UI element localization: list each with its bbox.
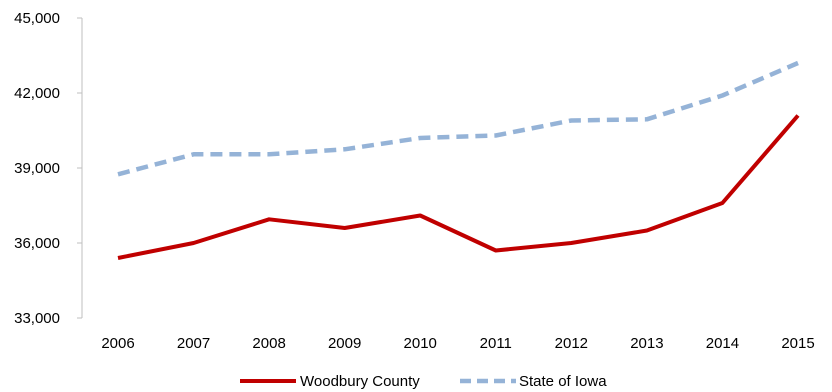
y-tick-label: 36,000 (14, 235, 60, 252)
y-tick-label: 42,000 (14, 85, 60, 102)
y-tick-label: 39,000 (14, 160, 60, 177)
x-tick-label: 2010 (404, 335, 437, 352)
y-tick-label: 45,000 (14, 10, 60, 27)
x-tick-label: 2013 (630, 335, 663, 352)
legend-item-woodbury: Woodbury County (240, 373, 420, 390)
series-lines (117, 60, 800, 260)
x-tick-label: 2015 (781, 335, 814, 352)
legend: Woodbury County State of Iowa (240, 373, 607, 390)
y-tick-labels: 33,000 36,000 39,000 42,000 45,000 (14, 10, 82, 327)
series-line-iowa (117, 60, 799, 177)
x-tick-label: 2006 (101, 335, 134, 352)
legend-label-woodbury: Woodbury County (300, 373, 420, 390)
x-tick-label: 2009 (328, 335, 361, 352)
x-tick-label: 2014 (706, 335, 739, 352)
x-tick-label: 2011 (480, 335, 512, 352)
x-tick-label: 2012 (555, 335, 588, 352)
series-line-woodbury (117, 114, 800, 260)
x-tick-label: 2008 (252, 335, 285, 352)
legend-item-iowa: State of Iowa (460, 373, 607, 390)
x-tick-labels: 2006 2007 2008 2009 2010 2011 2012 2013 2014 2015 (101, 335, 814, 352)
y-tick-label: 33,000 (14, 310, 60, 327)
legend-label-iowa: State of Iowa (519, 373, 607, 390)
x-tick-label: 2007 (177, 335, 210, 352)
